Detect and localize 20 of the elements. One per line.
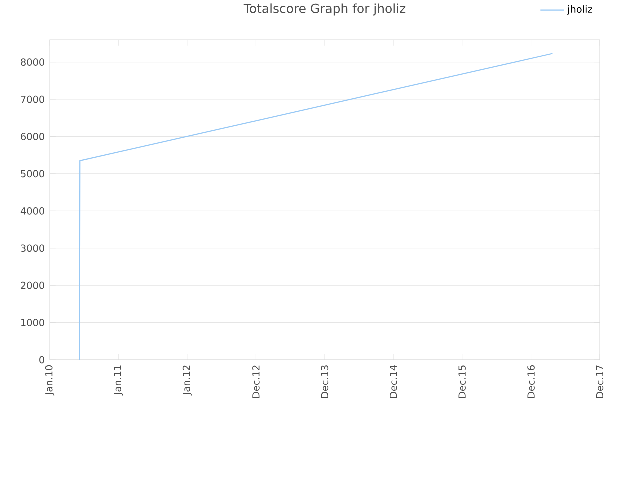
x-tick-label: Jan.11: [114, 366, 124, 396]
x-tick-label: Jan.10: [45, 366, 55, 396]
y-tick-label: 3000: [21, 244, 44, 252]
x-tick-label: Dec.16: [528, 365, 535, 398]
y-tick-label: 8000: [21, 58, 44, 66]
y-tick-label: 1000: [22, 319, 44, 326]
y-tick-label: 4000: [20, 208, 44, 215]
y-tick-label: 0: [40, 356, 44, 364]
x-tick-label: Jan.12: [182, 366, 192, 396]
x-tick-label: Dec.13: [321, 366, 329, 398]
x-tick-label: Dec.15: [458, 366, 466, 398]
y-tick-label: 6000: [21, 133, 44, 140]
x-tick-label: Dec.12: [252, 366, 260, 398]
x-tick-label: Dec.14: [390, 365, 398, 398]
y-tick-label: 5000: [21, 170, 44, 178]
y-tick-label: 2000: [21, 282, 44, 290]
legend-label: jholiz: [567, 6, 592, 15]
y-tick-label: 7000: [21, 96, 44, 104]
chart-title: Totalscore Graph for jholiz: [244, 4, 406, 16]
x-tick-label: Dec.17: [596, 366, 604, 398]
